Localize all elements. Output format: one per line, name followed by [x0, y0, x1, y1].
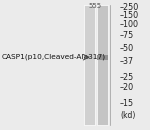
Text: –150: –150	[120, 11, 139, 20]
Text: (kd): (kd)	[120, 111, 135, 120]
Text: 555: 555	[89, 3, 102, 9]
Text: –15: –15	[120, 99, 134, 109]
Text: CASP1(p10,Cleaved-Ala317): CASP1(p10,Cleaved-Ala317)	[2, 54, 106, 60]
Text: –75: –75	[120, 31, 134, 40]
Bar	[84, 5, 95, 125]
Text: –50: –50	[120, 44, 134, 53]
Text: –25: –25	[120, 73, 134, 83]
Bar	[97, 5, 108, 125]
Text: –100: –100	[120, 20, 139, 29]
Text: –20: –20	[120, 83, 134, 92]
Text: –37: –37	[120, 57, 134, 66]
Bar	[97, 55, 108, 60]
Text: –250: –250	[120, 3, 139, 12]
